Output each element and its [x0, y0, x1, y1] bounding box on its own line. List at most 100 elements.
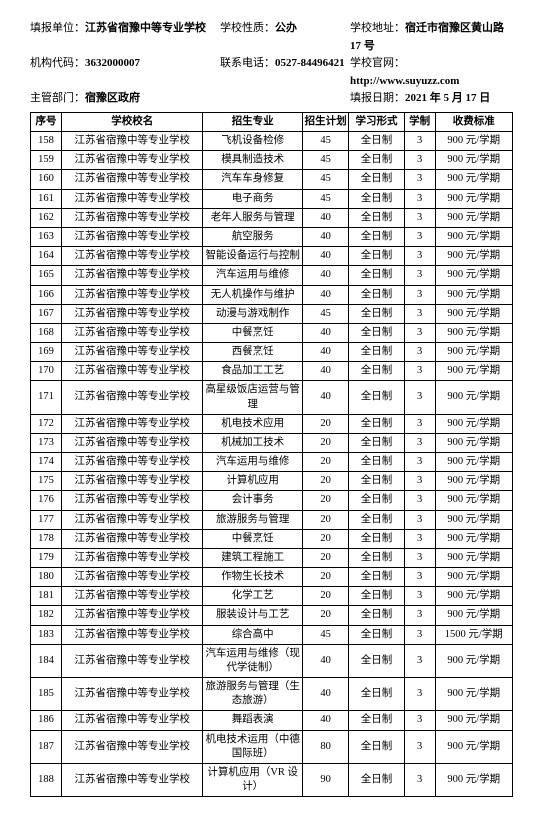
cell-mode: 全日制 — [349, 208, 404, 227]
school-nature-value: 公办 — [275, 22, 297, 34]
cell-years: 3 — [404, 548, 435, 567]
cell-years: 3 — [404, 304, 435, 323]
table-header-row: 序号 学校校名 招生专业 招生计划 学习形式 学制 收费标准 — [31, 112, 513, 131]
cell-years: 3 — [404, 730, 435, 763]
cell-major: 化学工艺 — [203, 587, 302, 606]
table-row: 159江苏省宿豫中等专业学校模具制造技术45全日制3900 元/学期 — [31, 151, 513, 170]
cell-fee: 900 元/学期 — [435, 414, 512, 433]
cell-idx: 176 — [31, 491, 62, 510]
cell-mode: 全日制 — [349, 323, 404, 342]
cell-mode: 全日制 — [349, 362, 404, 381]
cell-mode: 全日制 — [349, 304, 404, 323]
cell-idx: 158 — [31, 132, 62, 151]
cell-idx: 179 — [31, 548, 62, 567]
cell-school: 江苏省宿豫中等专业学校 — [61, 472, 203, 491]
cell-plan: 40 — [302, 381, 348, 414]
cell-years: 3 — [404, 433, 435, 452]
cell-mode: 全日制 — [349, 606, 404, 625]
cell-major: 中餐烹饪 — [203, 323, 302, 342]
table-row: 158江苏省宿豫中等专业学校飞机设备检修45全日制3900 元/学期 — [31, 132, 513, 151]
cell-plan: 40 — [302, 644, 348, 677]
cell-years: 3 — [404, 491, 435, 510]
cell-plan: 40 — [302, 266, 348, 285]
table-row: 186江苏省宿豫中等专业学校舞蹈表演40全日制3900 元/学期 — [31, 711, 513, 730]
table-row: 170江苏省宿豫中等专业学校食品加工工艺40全日制3900 元/学期 — [31, 362, 513, 381]
cell-mode: 全日制 — [349, 151, 404, 170]
cell-fee: 900 元/学期 — [435, 151, 512, 170]
cell-fee: 900 元/学期 — [435, 491, 512, 510]
cell-plan: 40 — [302, 285, 348, 304]
cell-major: 无人机操作与维护 — [203, 285, 302, 304]
cell-fee: 900 元/学期 — [435, 323, 512, 342]
cell-fee: 900 元/学期 — [435, 208, 512, 227]
cell-school: 江苏省宿豫中等专业学校 — [61, 247, 203, 266]
cell-school: 江苏省宿豫中等专业学校 — [61, 730, 203, 763]
cell-fee: 900 元/学期 — [435, 304, 512, 323]
cell-major: 模具制造技术 — [203, 151, 302, 170]
col-fee: 收费标准 — [435, 112, 512, 131]
cell-plan: 45 — [302, 189, 348, 208]
table-row: 178江苏省宿豫中等专业学校中餐烹饪20全日制3900 元/学期 — [31, 529, 513, 548]
cell-major: 高星级饭店运营与管理 — [203, 381, 302, 414]
cell-years: 3 — [404, 625, 435, 644]
website-value: http://www.suyuzz.com — [350, 75, 459, 87]
cell-major: 舞蹈表演 — [203, 711, 302, 730]
cell-mode: 全日制 — [349, 343, 404, 362]
org-code-label: 机构代码： — [30, 57, 85, 69]
report-unit-label: 填报单位： — [30, 22, 85, 34]
cell-fee: 900 元/学期 — [435, 763, 512, 796]
cell-major: 食品加工工艺 — [203, 362, 302, 381]
cell-mode: 全日制 — [349, 433, 404, 452]
cell-plan: 40 — [302, 711, 348, 730]
school-addr-label: 学校地址： — [350, 22, 405, 34]
cell-plan: 40 — [302, 247, 348, 266]
col-school: 学校校名 — [61, 112, 203, 131]
org-code-value: 3632000007 — [85, 57, 140, 69]
cell-idx: 180 — [31, 568, 62, 587]
col-idx: 序号 — [31, 112, 62, 131]
cell-fee: 900 元/学期 — [435, 266, 512, 285]
cell-years: 3 — [404, 228, 435, 247]
cell-plan: 20 — [302, 548, 348, 567]
cell-fee: 900 元/学期 — [435, 568, 512, 587]
cell-major: 会计事务 — [203, 491, 302, 510]
table-row: 163江苏省宿豫中等专业学校航空服务40全日制3900 元/学期 — [31, 228, 513, 247]
cell-idx: 187 — [31, 730, 62, 763]
cell-school: 江苏省宿豫中等专业学校 — [61, 151, 203, 170]
cell-school: 江苏省宿豫中等专业学校 — [61, 763, 203, 796]
cell-school: 江苏省宿豫中等专业学校 — [61, 510, 203, 529]
cell-plan: 80 — [302, 730, 348, 763]
contact-value: 0527-84496421 — [275, 57, 345, 69]
cell-school: 江苏省宿豫中等专业学校 — [61, 606, 203, 625]
cell-major: 汽车运用与维修（现代学徒制） — [203, 644, 302, 677]
cell-years: 3 — [404, 414, 435, 433]
cell-plan: 45 — [302, 304, 348, 323]
cell-plan: 20 — [302, 606, 348, 625]
cell-idx: 169 — [31, 343, 62, 362]
cell-school: 江苏省宿豫中等专业学校 — [61, 587, 203, 606]
cell-fee: 900 元/学期 — [435, 170, 512, 189]
cell-mode: 全日制 — [349, 491, 404, 510]
cell-mode: 全日制 — [349, 266, 404, 285]
dept-value: 宿豫区政府 — [85, 92, 140, 104]
cell-years: 3 — [404, 285, 435, 304]
cell-fee: 900 元/学期 — [435, 132, 512, 151]
cell-mode: 全日制 — [349, 678, 404, 711]
cell-idx: 188 — [31, 763, 62, 796]
cell-school: 江苏省宿豫中等专业学校 — [61, 304, 203, 323]
cell-mode: 全日制 — [349, 568, 404, 587]
cell-plan: 90 — [302, 763, 348, 796]
table-row: 171江苏省宿豫中等专业学校高星级饭店运营与管理40全日制3900 元/学期 — [31, 381, 513, 414]
table-row: 176江苏省宿豫中等专业学校会计事务20全日制3900 元/学期 — [31, 491, 513, 510]
cell-years: 3 — [404, 711, 435, 730]
cell-years: 3 — [404, 529, 435, 548]
cell-years: 3 — [404, 510, 435, 529]
cell-fee: 900 元/学期 — [435, 433, 512, 452]
cell-mode: 全日制 — [349, 285, 404, 304]
cell-years: 3 — [404, 323, 435, 342]
cell-years: 3 — [404, 453, 435, 472]
cell-plan: 40 — [302, 362, 348, 381]
cell-years: 3 — [404, 472, 435, 491]
cell-idx: 160 — [31, 170, 62, 189]
cell-school: 江苏省宿豫中等专业学校 — [61, 625, 203, 644]
